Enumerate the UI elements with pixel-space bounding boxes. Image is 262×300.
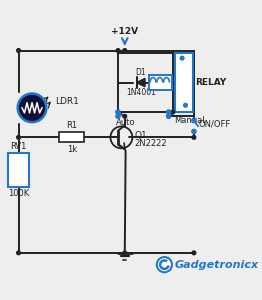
Text: R1: R1: [66, 121, 77, 130]
Circle shape: [167, 110, 171, 114]
Text: 1N4001: 1N4001: [126, 88, 156, 98]
Circle shape: [18, 94, 46, 122]
Text: 1k: 1k: [67, 145, 77, 154]
Circle shape: [116, 110, 120, 114]
Text: Manual: Manual: [174, 116, 205, 125]
Polygon shape: [137, 78, 145, 87]
Text: Auto: Auto: [116, 118, 135, 127]
Circle shape: [192, 129, 196, 134]
Text: Gadgetronicx: Gadgetronicx: [174, 260, 259, 270]
Circle shape: [180, 56, 184, 60]
Bar: [8, 153, 29, 187]
Circle shape: [116, 110, 120, 114]
Circle shape: [123, 49, 127, 52]
Text: ON/OFF: ON/OFF: [198, 119, 230, 128]
Text: +12V: +12V: [111, 27, 138, 36]
Circle shape: [123, 251, 127, 255]
Text: Q1: Q1: [134, 131, 147, 140]
Text: RV1: RV1: [10, 142, 26, 151]
Circle shape: [17, 49, 20, 52]
Circle shape: [192, 136, 196, 139]
Text: 100K: 100K: [8, 189, 30, 198]
Circle shape: [157, 257, 172, 272]
Text: 2N2222: 2N2222: [134, 139, 167, 148]
Bar: [149, 75, 172, 90]
Text: RELAY: RELAY: [196, 78, 227, 87]
Circle shape: [17, 136, 20, 139]
Circle shape: [171, 110, 175, 114]
Circle shape: [123, 114, 127, 118]
Text: D1: D1: [135, 68, 146, 77]
Circle shape: [167, 114, 171, 118]
Circle shape: [184, 103, 187, 107]
Circle shape: [192, 251, 196, 255]
Bar: [59, 132, 84, 142]
Circle shape: [192, 118, 196, 123]
Text: LDR1: LDR1: [55, 98, 79, 106]
Circle shape: [116, 114, 120, 118]
Circle shape: [17, 251, 20, 255]
Bar: [174, 53, 193, 112]
Circle shape: [116, 49, 120, 52]
